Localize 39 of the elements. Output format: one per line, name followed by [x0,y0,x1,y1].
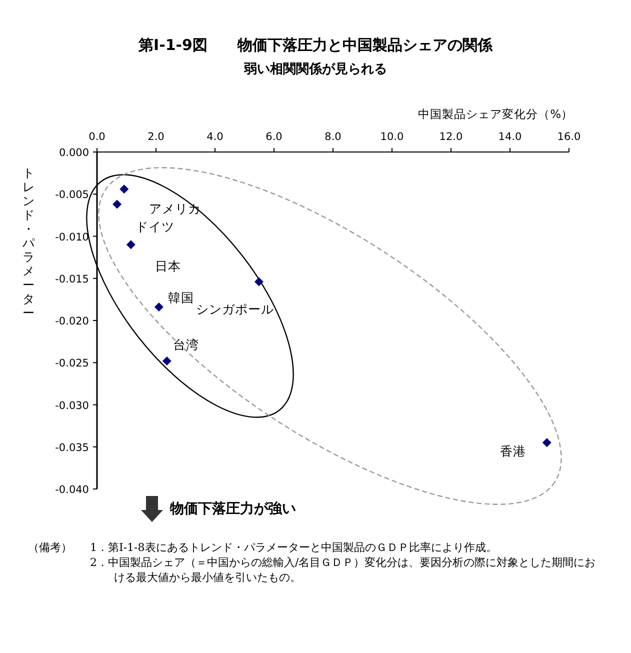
x-tick-label: 0.0 [88,131,106,143]
point [542,438,552,448]
y-tick-label: -0.005 [55,189,89,202]
annotation: シンガポール [196,302,274,317]
annotation: ドイツ [136,219,175,234]
x-tick-label: 2.0 [148,131,164,143]
annotation: 日本 [154,258,181,274]
y-tick-label: -0.020 [55,316,89,328]
annotation: 香港 [500,444,526,459]
text: 1．第Ⅰ-1-8表にあるトレンド・パラメーターと中国製品のＧＤＰ比率により作成。 [90,540,498,555]
y-tick-label: -0.015 [55,273,89,286]
annotation: 韓国 [168,290,194,306]
text: （備考） [28,540,73,556]
annotation: 台湾 [172,336,199,352]
text: 2．中国製品シェア（＝中国からの総輸入/名目ＧＤＰ）変化分は、要因分析の際に対象とした期間における最大値から最小値を引いたもの。 [90,555,597,585]
point [126,240,136,250]
point [112,200,122,209]
y-tick-label: -0.025 [55,358,89,370]
point [120,184,129,194]
x-tick-label: 8.0 [324,131,342,143]
x-tick-label: 12.0 [439,131,463,143]
point [254,277,264,286]
x-tick-label: 10.0 [380,131,404,143]
chart-subtitle: 弱い相関関係が見られる [243,61,388,78]
x-axis-title: 中国製品シェア変化分（%） [418,107,573,122]
point [154,302,164,312]
y-tick-label: -0.010 [55,231,89,244]
y-tick-label: -0.030 [55,400,89,412]
text: 物価下落圧力が強い [169,501,296,517]
chart-title: 第Ⅰ-1-9図 物価下落圧力と中国製品シェアの関係 [138,36,494,55]
text: トレンド・パラメーター [22,166,34,320]
x-tick-label: 4.0 [206,131,224,143]
x-tick-label: 6.0 [266,131,282,143]
y-tick-label: -0.040 [55,484,89,496]
x-tick-label: 14.0 [498,131,522,143]
y-tick-label: 0.000 [58,147,89,159]
x-tick-label: 16.0 [557,131,581,143]
y-tick-label: -0.035 [55,442,89,454]
point [162,356,172,366]
